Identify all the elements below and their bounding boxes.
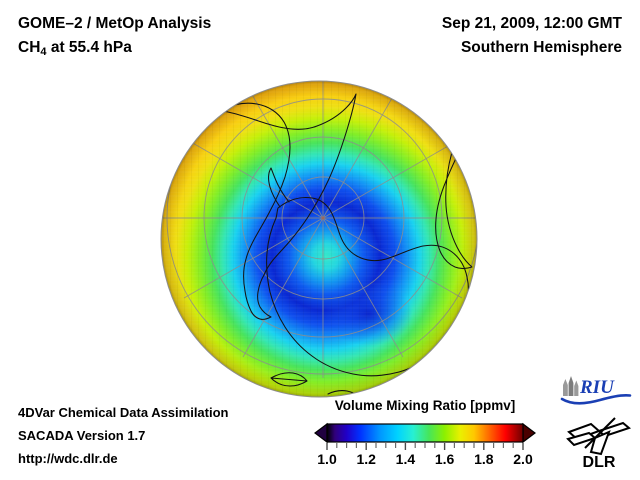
riu-logo: RIU xyxy=(560,376,632,405)
colorbar-tick-label: 1.2 xyxy=(356,451,376,467)
header-right: Sep 21, 2009, 12:00 GMT Southern Hemisph… xyxy=(442,12,622,60)
globe-disk xyxy=(161,81,477,397)
colorbar-block: Volume Mixing Ratio [ppmv] xyxy=(300,398,550,470)
analysis-title: GOME–2 / MetOp Analysis xyxy=(18,15,212,32)
riu-tower-icon xyxy=(563,376,579,396)
species-level-label: CH4 at 55.4 hPa xyxy=(18,36,211,61)
globe-outline xyxy=(160,80,478,398)
version-label: SACADA Version 1.7 xyxy=(18,428,146,443)
globe-map xyxy=(160,80,478,398)
dlr-mark-icon xyxy=(566,417,632,456)
dlr-wordmark: DLR xyxy=(583,454,616,470)
colorbar-tick-label: 2.0 xyxy=(513,451,533,467)
level-text: at 55.4 hPa xyxy=(46,39,132,56)
hemisphere-label: Southern Hemisphere xyxy=(460,39,622,56)
colorbar-minor-ticks xyxy=(336,443,514,448)
colorbar-extend-right xyxy=(522,422,536,444)
colorbar-gradient[interactable] xyxy=(326,423,524,443)
limb-shading xyxy=(161,81,477,397)
colorbar-tick-label: 1.4 xyxy=(396,451,416,467)
footer-left: 4DVar Chemical Data Assimilation SACADA … xyxy=(18,401,229,470)
header-left: GOME–2 / MetOp Analysis CH4 at 55.4 hPa xyxy=(18,12,211,61)
dlr-logo: DLR xyxy=(566,417,632,470)
riu-wordmark: RIU xyxy=(579,377,615,398)
assimilation-label: 4DVar Chemical Data Assimilation xyxy=(18,405,229,420)
datetime-label: Sep 21, 2009, 12:00 GMT xyxy=(441,15,622,32)
south-pole-marker xyxy=(321,216,325,220)
colorbar-tick-labels: 1.0 1.2 1.4 1.6 1.8 2.0 xyxy=(317,451,533,467)
riu-wave-icon xyxy=(560,393,632,405)
colorbar-major-ticks xyxy=(326,443,524,450)
colorbar-tick-label: 1.6 xyxy=(435,451,455,467)
colorbar-tick-label: 1.0 xyxy=(317,451,337,467)
species-subscript: 4 xyxy=(40,46,47,58)
colorbar-extend-left xyxy=(314,422,328,444)
colorbar-tick-label: 1.8 xyxy=(474,451,494,467)
colorbar-title: Volume Mixing Ratio [ppmv] xyxy=(334,398,516,413)
coastline-australia-limb xyxy=(459,378,477,389)
globe-svg xyxy=(160,80,478,398)
website-url[interactable]: http://wdc.dlr.de xyxy=(18,451,118,466)
colorbar-svg[interactable]: 1.0 1.2 1.4 1.6 1.8 2.0 xyxy=(300,420,550,470)
species-prefix: CH xyxy=(18,39,41,56)
